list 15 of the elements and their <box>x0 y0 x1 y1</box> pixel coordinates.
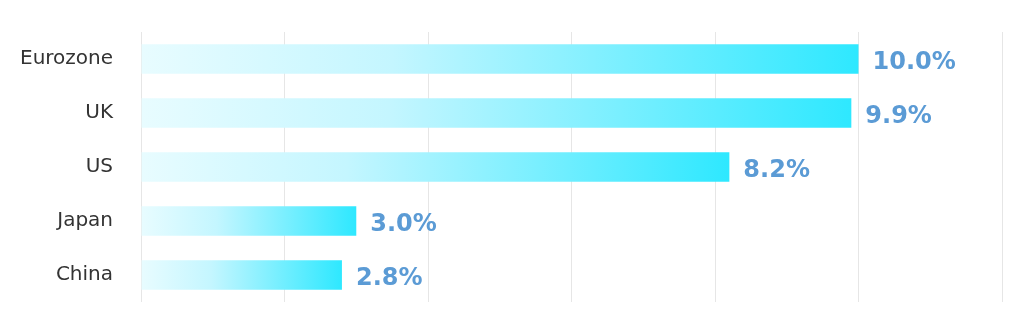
bar <box>141 44 859 74</box>
data-label: 9.9% <box>865 101 932 130</box>
bar <box>141 206 357 236</box>
y-tick-label: China <box>55 261 114 286</box>
bar <box>141 260 342 290</box>
data-label: 2.8% <box>355 263 423 292</box>
data-label: 3.0% <box>370 209 437 238</box>
data-label: 10.0% <box>872 47 956 76</box>
y-tick-label: UK <box>85 99 114 124</box>
bar <box>141 152 730 182</box>
bar <box>141 98 852 128</box>
data-label: 8.2% <box>743 155 810 184</box>
y-tick-label: Japan <box>55 207 114 232</box>
y-tick-label: US <box>85 153 114 178</box>
y-tick-label: Eurozone <box>20 45 114 70</box>
